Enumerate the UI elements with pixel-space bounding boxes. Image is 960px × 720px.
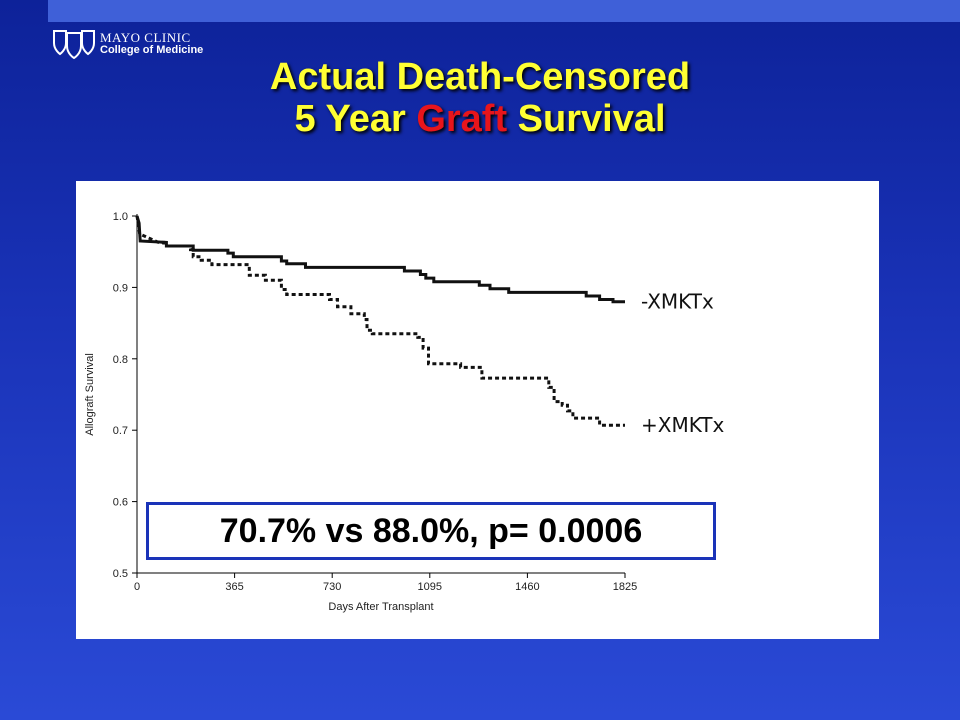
logo-subtitle: College of Medicine bbox=[100, 44, 204, 56]
y-tick-label: 0.7 bbox=[113, 425, 128, 437]
stat-annotation: 70.7% vs 88.0%, p= 0.0006 bbox=[146, 502, 716, 560]
series-label-minus-xmktx: -XMKTx bbox=[641, 290, 714, 314]
logo-name: MAYO CLINIC bbox=[100, 30, 191, 45]
y-tick-label: 1.0 bbox=[113, 211, 128, 223]
series-line-minus-xmktx bbox=[135, 215, 625, 304]
y-tick-label: 0.5 bbox=[113, 568, 128, 580]
title-highlight-graft: Graft bbox=[416, 98, 508, 140]
x-tick-label: 1825 bbox=[613, 581, 637, 593]
mayo-shields-icon bbox=[53, 30, 95, 60]
x-tick-label: 1460 bbox=[515, 581, 539, 593]
series-line-plus-xmktx bbox=[135, 215, 625, 427]
title-line-2: 5 Year Graft Survival bbox=[0, 98, 960, 140]
mayo-logo: MAYO CLINIC College of Medicine bbox=[52, 24, 203, 64]
title-line-1: Actual Death-Censored bbox=[269, 56, 691, 98]
x-axis-label: Days After Transplant bbox=[328, 601, 433, 613]
top-accent-bar bbox=[48, 0, 960, 22]
title-line-2-post: Survival bbox=[507, 98, 666, 140]
y-tick-label: 0.6 bbox=[113, 497, 128, 509]
slide-title: Actual Death-Censored 5 Year Graft Survi… bbox=[0, 56, 960, 140]
chart-panel: 0.5 0.6 0.7 0.8 0.9 1.0 0 365 730 1095 1460 1825 Day… bbox=[76, 181, 879, 639]
x-tick-label: 365 bbox=[225, 581, 243, 593]
title-line-2-pre: 5 Year bbox=[294, 98, 417, 140]
survival-chart: 0.5 0.6 0.7 0.8 0.9 1.0 0 365 730 1095 1460 1825 Day… bbox=[84, 211, 724, 613]
x-tick-label: 1095 bbox=[418, 581, 442, 593]
y-tick-label: 0.9 bbox=[113, 282, 128, 294]
x-tick-label: 0 bbox=[134, 581, 140, 593]
series-label-plus-xmktx: +XMKTx bbox=[641, 413, 724, 437]
x-tick-label: 730 bbox=[323, 581, 341, 593]
y-axis-label: Allograft Survival bbox=[84, 353, 96, 436]
y-tick-label: 0.8 bbox=[113, 354, 128, 366]
